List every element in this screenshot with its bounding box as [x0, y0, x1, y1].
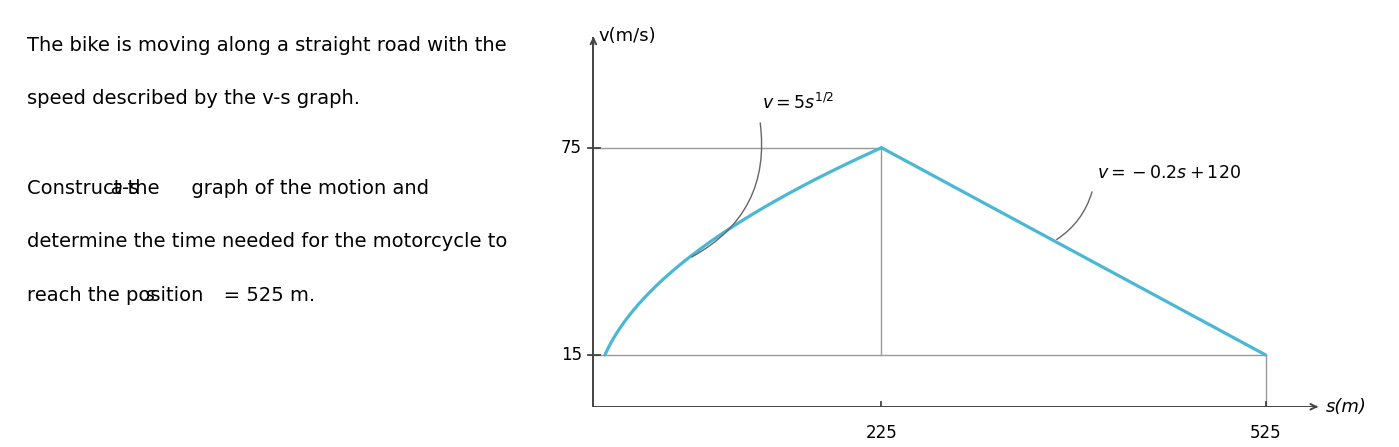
Text: a-s: a-s [111, 179, 140, 198]
Text: $v = 5s^{1/2}$: $v = 5s^{1/2}$ [762, 93, 835, 113]
Text: reach the position    = 525 m.: reach the position = 525 m. [27, 286, 315, 305]
Text: 15: 15 [561, 346, 582, 364]
Text: v(m/s): v(m/s) [599, 27, 656, 45]
Text: s: s [144, 286, 154, 305]
Text: Construct the       graph of the motion and: Construct the graph of the motion and [27, 179, 429, 198]
Text: $v = -0.2s + 120$: $v = -0.2s + 120$ [1097, 164, 1241, 182]
Text: s(m): s(m) [1326, 398, 1367, 416]
Text: The bike is moving along a straight road with the: The bike is moving along a straight road… [27, 36, 506, 55]
Text: determine the time needed for the motorcycle to: determine the time needed for the motorc… [27, 232, 508, 252]
Text: 225: 225 [866, 424, 897, 442]
Text: 525: 525 [1249, 424, 1281, 442]
Text: 75: 75 [561, 139, 582, 157]
Text: speed described by the v-s graph.: speed described by the v-s graph. [27, 89, 360, 109]
